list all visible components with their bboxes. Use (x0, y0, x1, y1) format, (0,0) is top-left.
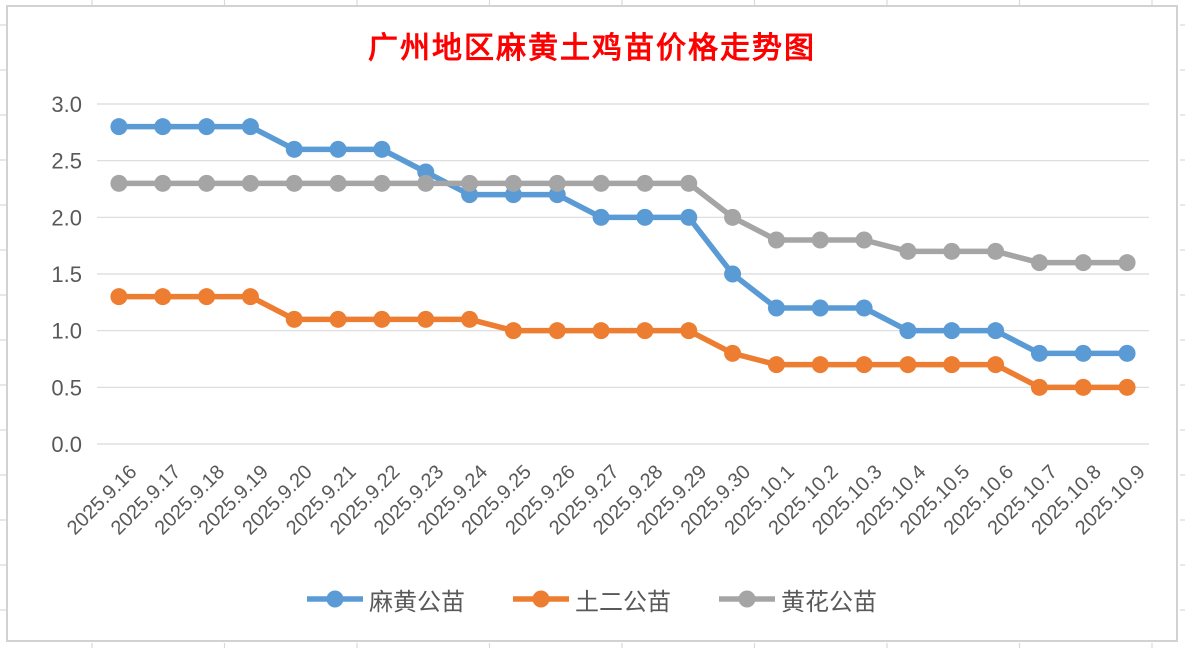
data-point[interactable] (285, 140, 303, 158)
data-point[interactable] (548, 322, 566, 340)
y-tick-label: 0.0 (51, 432, 82, 457)
data-point[interactable] (855, 299, 873, 317)
data-point[interactable] (987, 242, 1005, 260)
data-point[interactable] (154, 118, 172, 136)
data-point[interactable] (1030, 344, 1048, 362)
data-point[interactable] (811, 356, 829, 374)
data-point[interactable] (767, 356, 785, 374)
legend-label: 黄花公苗 (781, 589, 877, 616)
data-point[interactable] (154, 174, 172, 192)
data-point[interactable] (241, 288, 259, 306)
data-point[interactable] (767, 231, 785, 249)
y-tick-label: 2.5 (51, 149, 82, 174)
data-point[interactable] (855, 231, 873, 249)
line-dot-marker-icon (307, 590, 363, 608)
data-point[interactable] (767, 299, 785, 317)
data-point[interactable] (724, 208, 742, 226)
legend-item-huanghua[interactable]: 黄花公苗 (719, 582, 877, 617)
data-point[interactable] (592, 322, 610, 340)
data-point[interactable] (592, 208, 610, 226)
data-point[interactable] (724, 344, 742, 362)
data-point[interactable] (1118, 378, 1136, 396)
data-point[interactable] (724, 265, 742, 283)
data-point[interactable] (636, 208, 654, 226)
data-point[interactable] (198, 174, 216, 192)
data-point[interactable] (154, 288, 172, 306)
gridlines (97, 103, 1149, 445)
data-point[interactable] (811, 299, 829, 317)
data-point[interactable] (373, 174, 391, 192)
y-tick-label: 2.0 (51, 205, 82, 230)
data-point[interactable] (373, 310, 391, 328)
data-point[interactable] (899, 322, 917, 340)
data-point[interactable] (198, 288, 216, 306)
legend-label: 土二公苗 (575, 589, 671, 616)
data-point[interactable] (636, 174, 654, 192)
data-point[interactable] (329, 174, 347, 192)
legend: 麻黄公苗 土二公苗 黄花公苗 (8, 581, 1176, 617)
data-point[interactable] (329, 140, 347, 158)
series-line[interactable] (118, 180, 1128, 266)
data-point[interactable] (811, 231, 829, 249)
data-point[interactable] (987, 356, 1005, 374)
data-point[interactable] (329, 310, 347, 328)
data-point[interactable] (1118, 254, 1136, 272)
data-point[interactable] (899, 356, 917, 374)
data-point[interactable] (110, 174, 128, 192)
x-axis-labels: 2025.9.162025.9.172025.9.182025.9.192025… (63, 461, 1150, 539)
data-point[interactable] (417, 174, 435, 192)
data-point[interactable] (548, 174, 566, 192)
data-point[interactable] (943, 242, 961, 260)
data-point[interactable] (1074, 378, 1092, 396)
data-point[interactable] (241, 118, 259, 136)
data-point[interactable] (110, 118, 128, 136)
y-tick-label: 1.5 (51, 262, 82, 287)
series-3[interactable] (110, 174, 1136, 272)
data-point[interactable] (417, 310, 435, 328)
data-point[interactable] (1074, 254, 1092, 272)
data-point[interactable] (1030, 378, 1048, 396)
data-point[interactable] (943, 356, 961, 374)
data-point[interactable] (461, 174, 479, 192)
series-1[interactable] (110, 118, 1136, 362)
y-axis-labels: 3.0 2.5 2.0 1.5 1.0 0.5 0.0 (51, 92, 82, 457)
y-tick-label: 0.5 (51, 375, 82, 400)
data-point[interactable] (899, 242, 917, 260)
data-point[interactable] (504, 174, 522, 192)
line-dot-marker-icon (513, 590, 569, 608)
data-point[interactable] (461, 310, 479, 328)
chart-title: 广州地区麻黄土鸡苗价格走势图 (368, 32, 816, 65)
data-point[interactable] (1074, 344, 1092, 362)
data-point[interactable] (680, 208, 698, 226)
chart-frame[interactable]: 3.0 2.5 2.0 1.5 1.0 0.5 0.0 2025.9.16 2025.9.17 2… (6, 5, 1178, 642)
data-point[interactable] (680, 322, 698, 340)
line-dot-marker-icon (719, 590, 775, 608)
data-point[interactable] (504, 322, 522, 340)
data-point[interactable] (285, 310, 303, 328)
data-point[interactable] (198, 118, 216, 136)
data-point[interactable] (987, 322, 1005, 340)
plot-area: 3.0 2.5 2.0 1.5 1.0 0.5 0.0 2025.9.162025.9.172… (51, 92, 1150, 539)
series-line[interactable] (118, 293, 1128, 391)
data-point[interactable] (636, 322, 654, 340)
data-point[interactable] (285, 174, 303, 192)
legend-item-mahuang[interactable]: 麻黄公苗 (307, 582, 465, 617)
y-tick-label: 1.0 (51, 319, 82, 344)
data-point[interactable] (1118, 344, 1136, 362)
data-point[interactable] (373, 140, 391, 158)
legend-label: 麻黄公苗 (369, 589, 465, 616)
series-2[interactable] (110, 288, 1136, 396)
y-tick-label: 3.0 (51, 92, 82, 117)
data-point[interactable] (592, 174, 610, 192)
data-point[interactable] (110, 288, 128, 306)
data-point[interactable] (855, 356, 873, 374)
legend-item-tuer[interactable]: 土二公苗 (513, 582, 671, 617)
data-point[interactable] (241, 174, 259, 192)
data-point[interactable] (1030, 254, 1048, 272)
data-point[interactable] (943, 322, 961, 340)
data-point[interactable] (680, 174, 698, 192)
